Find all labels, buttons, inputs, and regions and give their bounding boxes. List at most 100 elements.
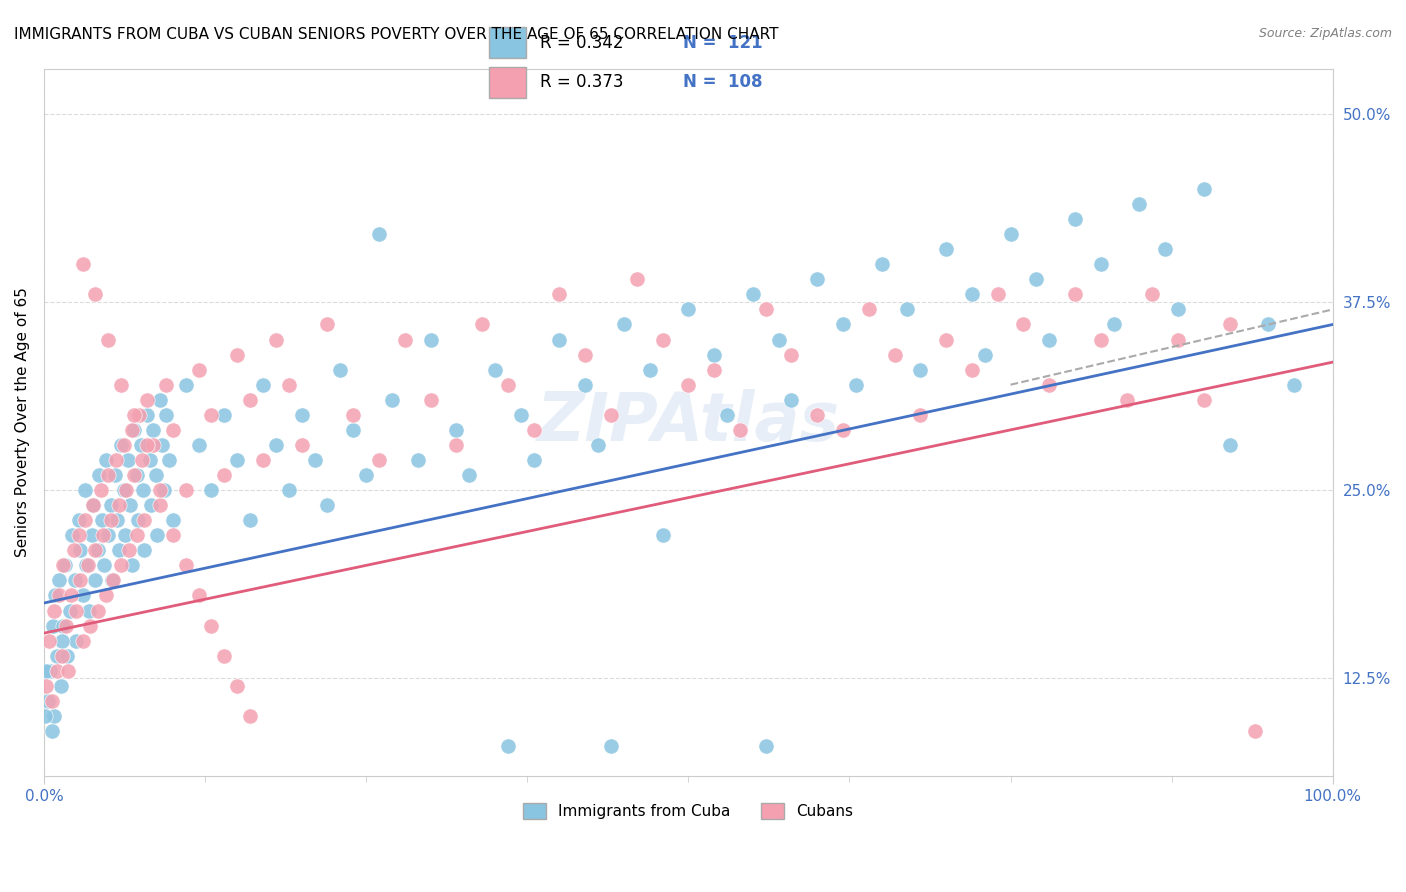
Point	[162, 513, 184, 527]
Point	[471, 318, 494, 332]
Point	[226, 348, 249, 362]
Point	[139, 498, 162, 512]
Point	[368, 453, 391, 467]
Point	[200, 618, 222, 632]
Point	[97, 528, 120, 542]
Point	[129, 438, 152, 452]
Point	[122, 408, 145, 422]
Point	[1142, 287, 1164, 301]
Point	[780, 392, 803, 407]
Point	[118, 543, 141, 558]
Point	[101, 574, 124, 588]
Point	[117, 453, 139, 467]
Point	[34, 709, 56, 723]
Point	[157, 453, 180, 467]
Point	[239, 513, 262, 527]
Point	[1115, 392, 1137, 407]
Text: ZIPAtlas: ZIPAtlas	[537, 389, 839, 455]
Point	[132, 483, 155, 497]
Point	[80, 528, 103, 542]
Point	[239, 392, 262, 407]
Point	[484, 362, 506, 376]
FancyBboxPatch shape	[489, 67, 526, 98]
Point	[716, 408, 738, 422]
Point	[87, 543, 110, 558]
Point	[1167, 333, 1189, 347]
Point	[100, 513, 122, 527]
Point	[214, 648, 236, 663]
Point	[304, 453, 326, 467]
Point	[600, 408, 623, 422]
Point	[1064, 287, 1087, 301]
Point	[1038, 377, 1060, 392]
Point	[84, 543, 107, 558]
Point	[574, 348, 596, 362]
FancyBboxPatch shape	[489, 27, 526, 58]
Point	[703, 348, 725, 362]
Point	[651, 528, 673, 542]
Point	[155, 408, 177, 422]
Point	[406, 453, 429, 467]
Point	[62, 543, 84, 558]
Point	[252, 453, 274, 467]
Point	[82, 498, 104, 512]
Point	[896, 302, 918, 317]
Point	[1192, 182, 1215, 196]
Point	[200, 408, 222, 422]
Point	[44, 603, 66, 617]
Legend: Immigrants from Cuba, Cubans: Immigrants from Cuba, Cubans	[517, 797, 859, 825]
Point	[41, 694, 63, 708]
Point	[741, 287, 763, 301]
Point	[586, 438, 609, 452]
Point	[136, 438, 159, 452]
Point	[114, 528, 136, 542]
Point	[122, 468, 145, 483]
Point	[93, 558, 115, 573]
Point	[960, 362, 983, 376]
Point	[1000, 227, 1022, 241]
Point	[72, 257, 94, 271]
Point	[755, 302, 778, 317]
Point	[277, 377, 299, 392]
Point	[107, 498, 129, 512]
Point	[394, 333, 416, 347]
Point	[162, 423, 184, 437]
Point	[48, 574, 70, 588]
Point	[55, 618, 77, 632]
Point	[84, 574, 107, 588]
Text: N =  121: N = 121	[683, 34, 762, 52]
Point	[870, 257, 893, 271]
Point	[45, 648, 67, 663]
Point	[152, 483, 174, 497]
Point	[44, 589, 66, 603]
Point	[368, 227, 391, 241]
Point	[142, 438, 165, 452]
Point	[342, 408, 364, 422]
Point	[523, 453, 546, 467]
Point	[45, 664, 67, 678]
Point	[90, 513, 112, 527]
Point	[134, 513, 156, 527]
Text: IMMIGRANTS FROM CUBA VS CUBAN SENIORS POVERTY OVER THE AGE OF 65 CORRELATION CHA: IMMIGRANTS FROM CUBA VS CUBAN SENIORS PO…	[14, 27, 779, 42]
Point	[496, 739, 519, 753]
Point	[94, 589, 117, 603]
Point	[1064, 212, 1087, 227]
Point	[354, 468, 377, 483]
Point	[651, 333, 673, 347]
Point	[125, 528, 148, 542]
Point	[37, 694, 59, 708]
Point	[1128, 197, 1150, 211]
Point	[94, 453, 117, 467]
Point	[107, 543, 129, 558]
Point	[134, 543, 156, 558]
Point	[89, 468, 111, 483]
Point	[1192, 392, 1215, 407]
Point	[82, 498, 104, 512]
Point	[381, 392, 404, 407]
Point	[149, 392, 172, 407]
Point	[104, 468, 127, 483]
Point	[548, 333, 571, 347]
Point	[67, 528, 90, 542]
Point	[162, 528, 184, 542]
Point	[1012, 318, 1035, 332]
